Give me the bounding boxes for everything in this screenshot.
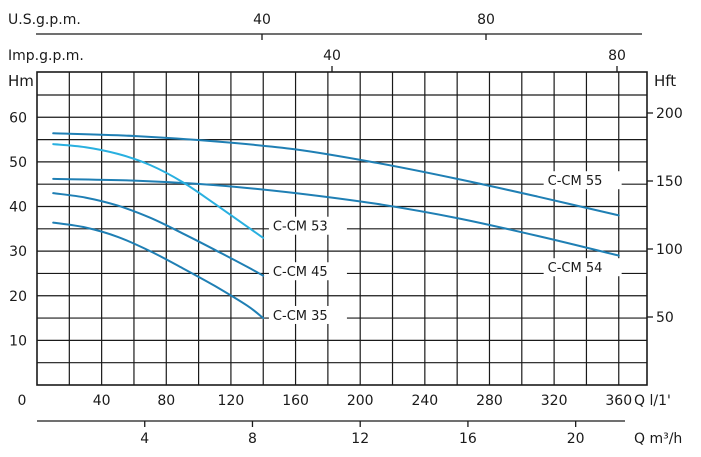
m3h-tick-label: 20: [567, 431, 585, 447]
y-tick-label: 20: [9, 289, 27, 305]
curve-c-cm-54: [52, 177, 620, 257]
label-c-cm-54: C-CM 54: [548, 261, 603, 276]
right-axis-label: Hft: [654, 72, 676, 90]
m3h-axis-label: Q m³/h: [634, 431, 682, 447]
x-axis-ticks: 0 40 80 120 160 200 240 280 320 360: [18, 393, 633, 409]
x-tick-label: 360: [605, 393, 632, 409]
label-c-cm-35: C-CM 35: [273, 309, 328, 324]
label-c-cm-45: C-CM 45: [273, 265, 328, 280]
us-gpm-tick-80: 80: [477, 12, 495, 28]
us-gpm-tick-40: 40: [253, 12, 271, 28]
right-axis-ticks: 50 100 150 200: [647, 106, 683, 326]
imp-gpm-axis-label: Imp.g.p.m.: [8, 48, 84, 64]
label-c-cm-55: C-CM 55: [548, 174, 603, 189]
y-tick-label: 10: [9, 333, 27, 349]
label-bg-c-cm-55: [543, 171, 622, 190]
imp-gpm-tick-40: 40: [323, 48, 341, 64]
right-tick-label: 50: [656, 310, 674, 326]
curve-c-cm-35: [52, 221, 265, 320]
x-tick-label: 160: [282, 393, 309, 409]
x-tick-label: 80: [157, 393, 175, 409]
series-layer: [52, 132, 620, 320]
right-tick-label: 100: [656, 242, 683, 258]
label-bg-c-cm-35: [268, 305, 347, 324]
m3h-axis: 4 8 12 16 20 Q m³/h: [37, 420, 682, 447]
m3h-tick-label: 4: [140, 431, 149, 447]
us-gpm-axis: U.S.g.p.m. 40 80: [8, 12, 642, 40]
x-tick-label: 40: [93, 393, 111, 409]
series-labels: C-CM 55 C-CM 54 C-CM 53 C-CM 45 C-CM 35: [268, 171, 622, 324]
imp-gpm-axis: Imp.g.p.m. 40 80: [8, 48, 626, 72]
label-bg-c-cm-54: [543, 258, 622, 277]
y-tick-label: 40: [9, 200, 27, 216]
label-c-cm-53: C-CM 53: [273, 220, 328, 235]
curve-c-cm-53: [52, 143, 265, 239]
x-tick-label: 320: [541, 393, 568, 409]
x-tick-label: 120: [218, 393, 245, 409]
x-tick-label: 200: [347, 393, 374, 409]
right-tick-label: 200: [656, 106, 683, 122]
x-tick-label: 0: [18, 393, 27, 409]
us-gpm-axis-label: U.S.g.p.m.: [8, 12, 81, 28]
left-axis-ticks: 10 20 30 40 50 60: [9, 110, 27, 349]
y-tick-label: 60: [9, 110, 27, 126]
x-axis-label: Q l/1': [634, 393, 671, 409]
m3h-tick-label: 8: [248, 431, 257, 447]
x-tick-label: 280: [476, 393, 503, 409]
y-tick-label: 50: [9, 155, 27, 171]
m3h-tick-label: 12: [351, 431, 369, 447]
x-tick-label: 240: [411, 393, 438, 409]
right-tick-label: 150: [656, 174, 683, 190]
imp-gpm-tick-80: 80: [608, 48, 626, 64]
curve-c-cm-45: [52, 192, 265, 277]
curve-c-cm-55: [52, 132, 620, 217]
label-bg-c-cm-53: [268, 216, 347, 235]
plot-frame: [36, 71, 648, 386]
m3h-tick-label: 16: [459, 431, 477, 447]
label-bg-c-cm-45: [268, 262, 347, 281]
y-tick-label: 30: [9, 244, 27, 260]
left-axis-label: Hm: [8, 72, 34, 90]
